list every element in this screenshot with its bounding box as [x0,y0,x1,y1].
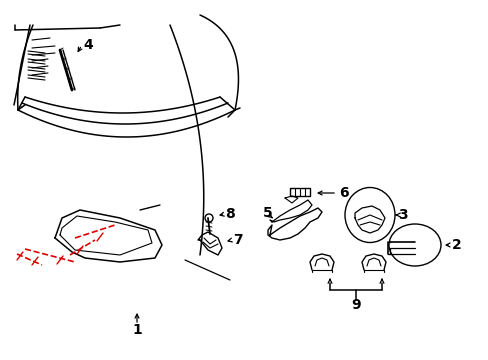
Text: 8: 8 [224,207,234,221]
Text: 7: 7 [233,233,243,247]
Text: 1: 1 [132,323,142,337]
Text: 4: 4 [83,38,93,52]
Text: 9: 9 [350,298,360,312]
Text: 3: 3 [397,208,407,222]
Text: 6: 6 [339,186,348,200]
Text: 5: 5 [263,206,272,220]
Text: 2: 2 [451,238,461,252]
